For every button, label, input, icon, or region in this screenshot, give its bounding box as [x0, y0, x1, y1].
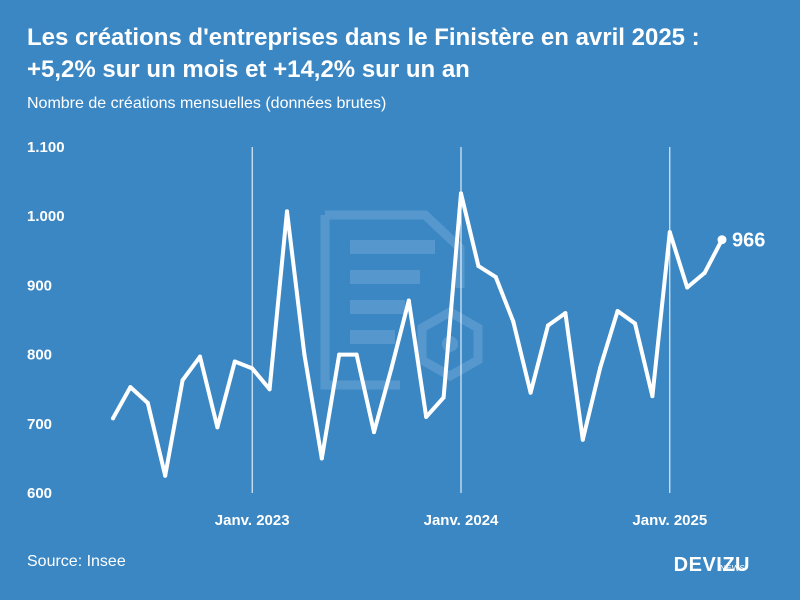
data-point: [441, 395, 446, 400]
data-point: [685, 285, 690, 290]
data-point: [163, 473, 168, 478]
title-line-1: Les créations d'entreprises dans le Fini…: [27, 24, 700, 51]
data-point: [232, 359, 237, 364]
data-point: [615, 309, 620, 314]
y-tick-label: 800: [27, 347, 52, 364]
data-point: [180, 378, 185, 383]
x-tick-label: Janv. 2024: [424, 512, 499, 529]
data-point: [598, 365, 603, 370]
data-point: [389, 366, 394, 371]
data-point: [406, 298, 411, 303]
data-point: [546, 323, 550, 328]
end-point-marker: [717, 235, 727, 245]
data-point: [250, 366, 255, 371]
x-tick-label: Janv. 2025: [632, 512, 707, 529]
data-point: [563, 311, 568, 316]
y-tick-label: 1.000: [27, 208, 65, 225]
data-point: [285, 209, 289, 214]
devizu-logo-news: NEWS: [720, 564, 746, 573]
source-label: Source: Insee: [27, 553, 126, 570]
chart-title: Les créations d'entreprises dans le Fini…: [27, 22, 787, 86]
data-point: [267, 387, 272, 392]
data-point: [145, 401, 150, 406]
data-point: [702, 270, 707, 275]
data-point: [633, 321, 637, 326]
devizu-logo: DEVIZU: [673, 554, 750, 576]
y-tick-label: 700: [27, 416, 52, 433]
data-point: [424, 414, 429, 419]
data-point: [215, 425, 220, 430]
data-point: [319, 456, 324, 461]
data-point: [528, 390, 533, 395]
data-point: [372, 430, 376, 435]
y-axis-tick-labels: 600 700 800 900 1.000 1.100: [27, 139, 65, 502]
data-point: [111, 416, 115, 421]
chart-subtitle: Nombre de créations mensuelles (données …: [27, 95, 387, 112]
data-point: [650, 394, 655, 399]
data-point: [198, 354, 202, 359]
x-axis-tick-labels: Janv. 2023 Janv. 2024 Janv. 2025: [215, 512, 707, 529]
data-point: [511, 319, 516, 324]
end-value-label: 966: [732, 230, 765, 252]
data-points: [111, 191, 727, 478]
data-point: [128, 385, 133, 390]
data-point: [667, 230, 672, 235]
x-tick-label: Janv. 2023: [215, 512, 290, 529]
data-point: [493, 275, 498, 280]
series-line: [111, 191, 724, 478]
data-point: [580, 437, 585, 442]
y-tick-label: 900: [27, 277, 52, 294]
data-point: [337, 352, 342, 357]
data-point: [459, 191, 463, 196]
data-point: [302, 352, 307, 357]
y-tick-label: 600: [27, 485, 52, 502]
series-layer: 966: [111, 191, 765, 478]
y-tick-label: 1.100: [27, 139, 65, 156]
data-point: [354, 352, 359, 357]
data-point: [476, 264, 481, 269]
title-line-2: +5,2% sur un mois et +14,2% sur un an: [27, 56, 470, 83]
